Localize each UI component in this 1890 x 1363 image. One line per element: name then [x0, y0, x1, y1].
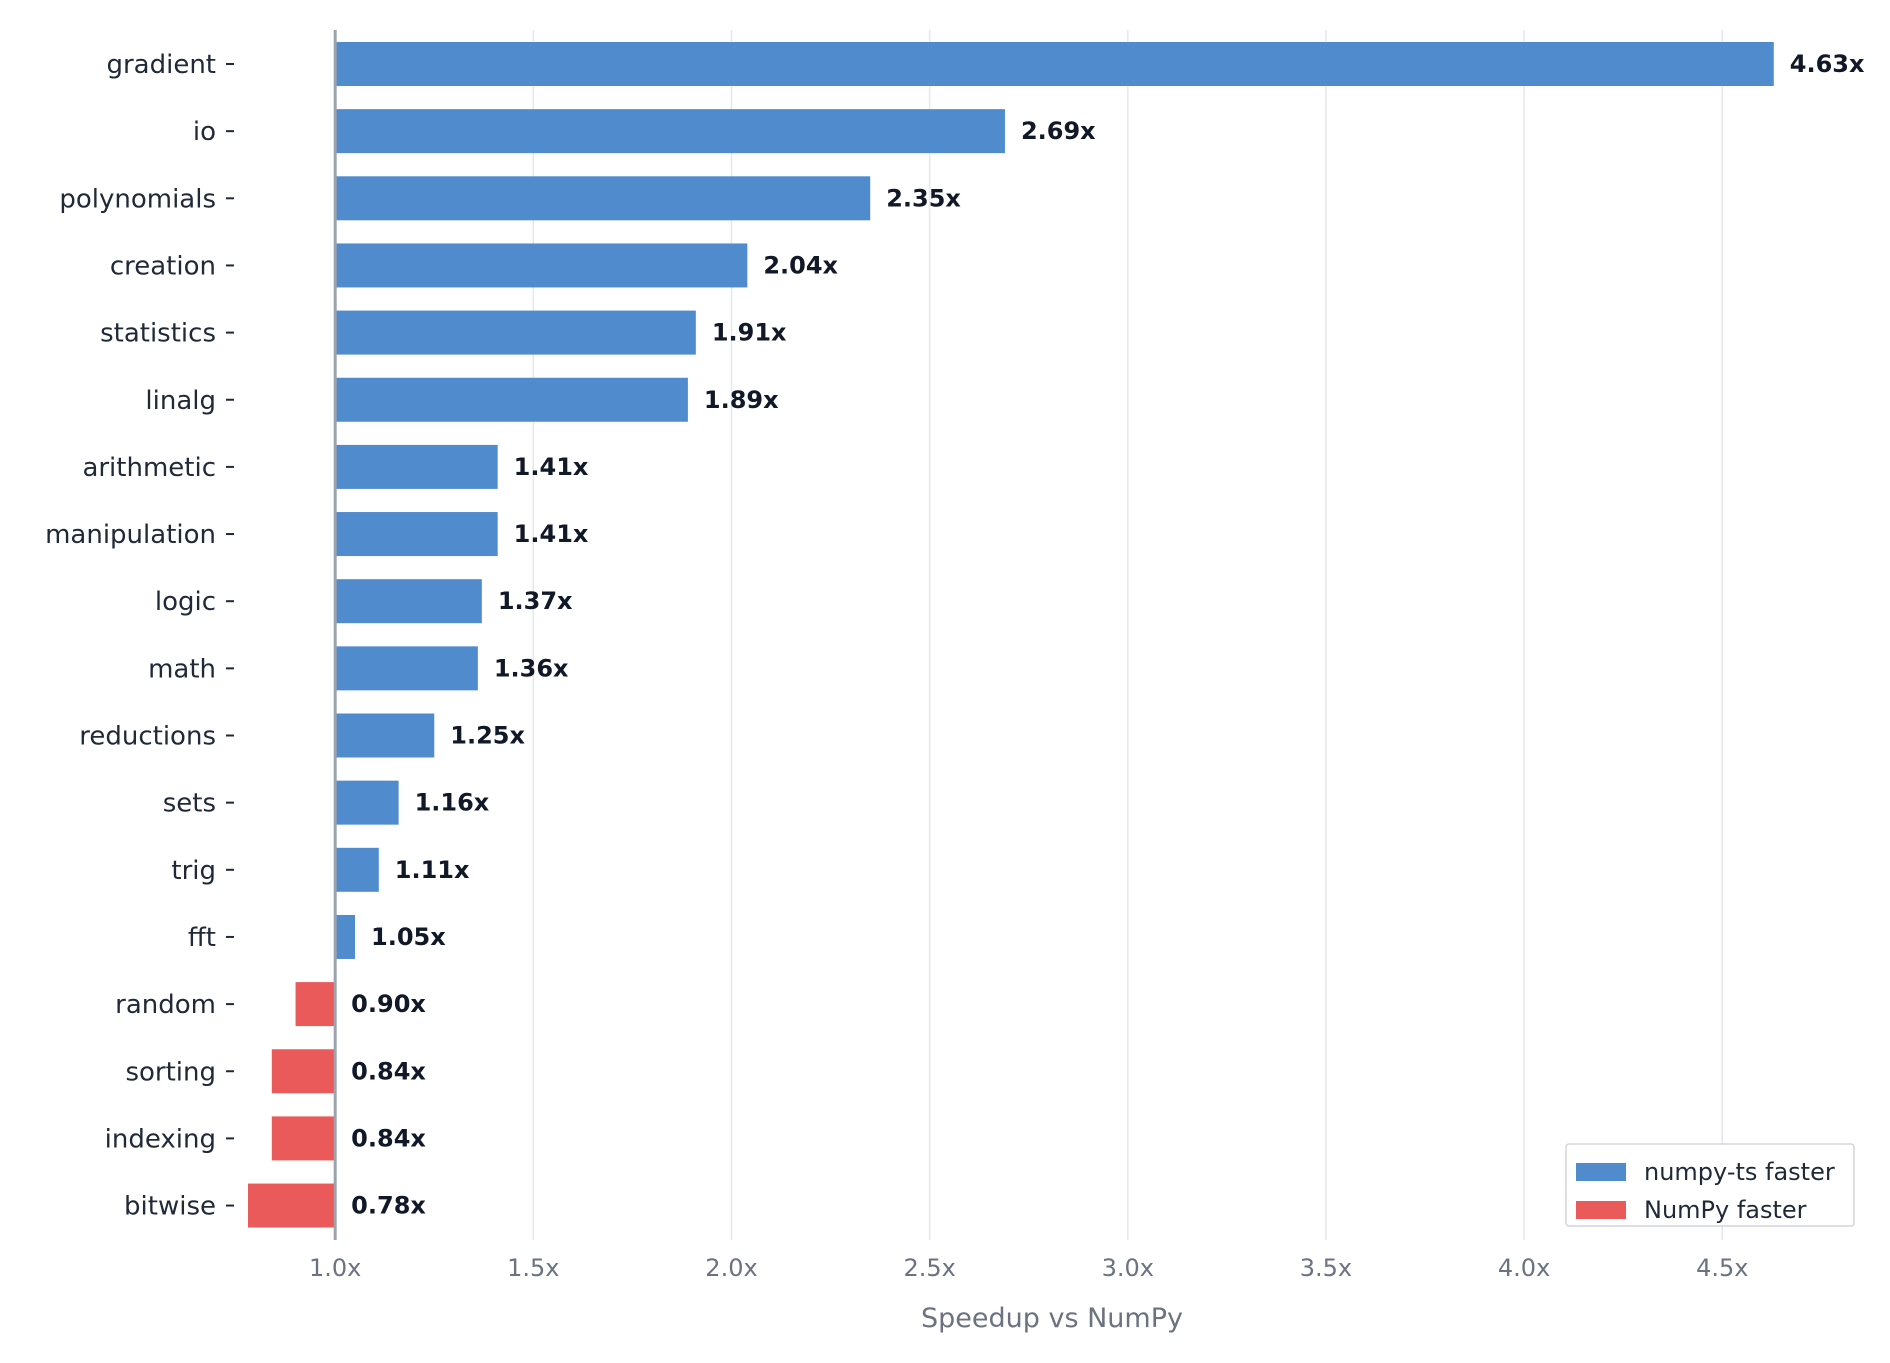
- value-label-arithmetic: 1.41x: [514, 453, 589, 481]
- legend-label: NumPy faster: [1644, 1196, 1807, 1224]
- value-label-manipulation: 1.41x: [514, 520, 589, 548]
- category-label-statistics: statistics: [100, 319, 216, 349]
- x-tick-label: 2.5x: [903, 1254, 955, 1282]
- value-label-sorting: 0.84x: [351, 1057, 426, 1085]
- category-label-math: math: [148, 654, 216, 684]
- grid-lines: [532, 30, 1724, 1240]
- category-label-sets: sets: [163, 789, 216, 819]
- legend-label: numpy-ts faster: [1644, 1158, 1835, 1186]
- legend-swatch: [1576, 1201, 1626, 1219]
- category-label-polynomials: polynomials: [59, 184, 216, 214]
- category-label-indexing: indexing: [105, 1124, 216, 1154]
- bar-random: [295, 982, 336, 1027]
- legend-swatch: [1576, 1163, 1626, 1181]
- category-label-sorting: sorting: [125, 1057, 216, 1087]
- value-label-polynomials: 2.35x: [886, 184, 961, 212]
- value-label-reductions: 1.25x: [450, 722, 525, 750]
- value-label-io: 2.69x: [1021, 117, 1096, 145]
- x-tick-label: 2.0x: [705, 1254, 757, 1282]
- category-label-trig: trig: [171, 856, 216, 886]
- category-label-fft: fft: [188, 923, 216, 953]
- category-label-arithmetic: arithmetic: [82, 453, 216, 483]
- bar-math: [335, 646, 478, 691]
- value-label-fft: 1.05x: [371, 923, 446, 951]
- x-tick-label: 3.5x: [1300, 1254, 1352, 1282]
- value-label-gradient: 4.63x: [1790, 50, 1865, 78]
- bar-logic: [335, 579, 482, 624]
- value-label-bitwise: 0.78x: [351, 1192, 426, 1220]
- bar-gradient: [335, 42, 1774, 86]
- category-label-gradient: gradient: [106, 50, 216, 80]
- bar-trig: [335, 847, 379, 892]
- bar-manipulation: [335, 512, 498, 557]
- bar-reductions: [335, 713, 435, 758]
- category-label-manipulation: manipulation: [45, 520, 216, 550]
- x-axis-title: Speedup vs NumPy: [921, 1303, 1183, 1334]
- value-label-statistics: 1.91x: [712, 319, 787, 347]
- category-label-random: random: [115, 990, 216, 1020]
- bars: [248, 42, 1774, 1228]
- category-label-logic: logic: [155, 587, 216, 617]
- value-label-linalg: 1.89x: [704, 386, 779, 414]
- value-label-random: 0.90x: [351, 990, 426, 1018]
- value-label-creation: 2.04x: [763, 251, 838, 279]
- category-label-bitwise: bitwise: [124, 1192, 216, 1222]
- legend-box: [1565, 1143, 1855, 1227]
- x-axis: 1.0x 1.5x 2.0x 2.5x 3.0x 3.5x 4.0x 4.5x: [309, 1254, 1748, 1282]
- x-tick-label: 3.0x: [1102, 1254, 1154, 1282]
- bar-statistics: [335, 310, 696, 355]
- x-tick-label: 4.5x: [1696, 1254, 1748, 1282]
- bar-creation: [335, 243, 748, 288]
- bar-polynomials: [335, 176, 871, 221]
- category-label-io: io: [193, 117, 216, 147]
- value-labels: 4.63x 2.69x 2.35x 2.04x 1.91x 1.89x 1.41x 1.41x…: [351, 50, 1865, 1220]
- bar-arithmetic: [335, 444, 498, 489]
- bar-bitwise: [248, 1183, 336, 1228]
- x-tick-label: 1.0x: [309, 1254, 361, 1282]
- bar-sorting: [271, 1049, 336, 1094]
- category-label-creation: creation: [110, 251, 216, 281]
- bar-io: [335, 109, 1005, 154]
- legend: numpy-ts faster NumPy faster: [1565, 1143, 1855, 1227]
- y-axis: gradient io polynomials creation statistics l…: [45, 50, 234, 1222]
- bar-linalg: [335, 377, 688, 422]
- x-tick-label: 4.0x: [1498, 1254, 1550, 1282]
- bar-indexing: [271, 1116, 336, 1161]
- value-label-logic: 1.37x: [498, 587, 573, 615]
- value-label-math: 1.36x: [494, 654, 569, 682]
- value-label-indexing: 0.84x: [351, 1124, 426, 1152]
- x-tick-label: 1.5x: [507, 1254, 559, 1282]
- bar-sets: [335, 780, 399, 825]
- category-label-reductions: reductions: [79, 722, 216, 752]
- value-label-trig: 1.11x: [395, 856, 470, 884]
- value-label-sets: 1.16x: [415, 789, 490, 817]
- category-label-linalg: linalg: [145, 386, 216, 416]
- bar-fft: [335, 914, 356, 959]
